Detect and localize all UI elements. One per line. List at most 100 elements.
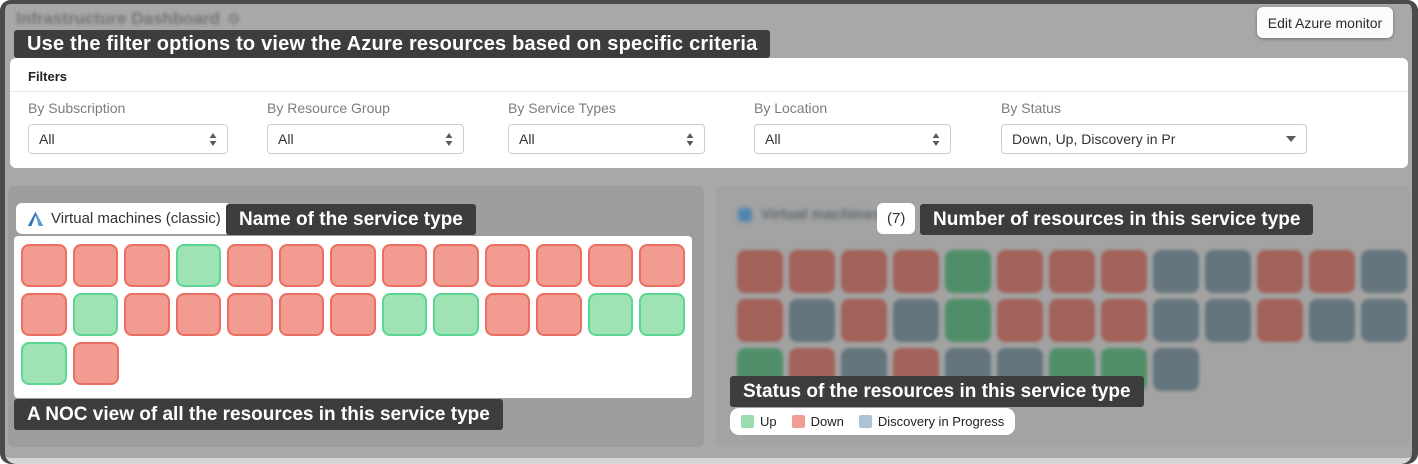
resource-tile-down[interactable]	[124, 244, 170, 287]
resource-tile-down[interactable]	[997, 250, 1043, 293]
resource-tile-up[interactable]	[639, 293, 685, 336]
edit-azure-monitor-button[interactable]: Edit Azure monitor	[1257, 7, 1393, 38]
filter-selected-value: All	[519, 131, 535, 147]
resource-tile-down[interactable]	[278, 293, 325, 336]
legend-label: Discovery in Progress	[877, 414, 1005, 429]
resource-tile-down[interactable]	[227, 244, 273, 287]
resource-tile-down[interactable]	[72, 244, 119, 287]
dimmed-service-name: Virtual machines	[761, 206, 881, 223]
filter-select-by-subscription[interactable]: All	[28, 124, 228, 154]
tile-row	[21, 244, 685, 287]
divider	[10, 91, 1408, 92]
resource-tile-disc[interactable]	[1361, 250, 1407, 293]
resource-tile-down[interactable]	[21, 293, 67, 336]
page-title: Infrastructure Dashboard ⚙	[16, 9, 241, 29]
resource-tile-up[interactable]	[175, 244, 222, 287]
resource-tile-down[interactable]	[893, 250, 939, 293]
filter-label: By Status	[1001, 100, 1061, 116]
filters-title: Filters	[28, 69, 68, 84]
resource-tile-down[interactable]	[1257, 250, 1303, 293]
resource-tile-down[interactable]	[1309, 250, 1355, 293]
resource-tile-disc[interactable]	[1153, 348, 1199, 391]
resource-tile-up[interactable]	[433, 293, 479, 336]
filter-select-by-service-types[interactable]: All	[508, 124, 705, 154]
resource-tile-up[interactable]	[945, 250, 991, 293]
resource-tile-down[interactable]	[737, 299, 783, 342]
resource-tile-disc[interactable]	[1153, 299, 1199, 342]
resource-tile-up[interactable]	[381, 293, 428, 336]
resource-count-pill: (7)	[877, 203, 916, 234]
filter-label: By Resource Group	[267, 100, 390, 116]
caret-down-icon	[1286, 136, 1296, 142]
resource-count: (7)	[887, 210, 906, 227]
resource-tile-down[interactable]	[997, 299, 1043, 342]
resource-tile-down[interactable]	[789, 250, 835, 293]
legend-swatch-up	[741, 415, 754, 428]
resource-tile-down[interactable]	[536, 293, 582, 336]
filter-label: By Location	[754, 100, 828, 116]
resource-tile-down[interactable]	[1257, 299, 1303, 342]
resource-tile-down[interactable]	[381, 244, 428, 287]
resource-tile-down[interactable]	[124, 293, 170, 336]
resource-tile-down[interactable]	[227, 293, 273, 336]
annotation-status: Status of the resources in this service …	[730, 376, 1144, 407]
stepper-icon	[932, 132, 940, 146]
resource-tile-down[interactable]	[1049, 250, 1095, 293]
resource-tile-disc[interactable]	[1205, 299, 1251, 342]
dimmed-service-header: Virtual machines	[738, 206, 881, 223]
noc-grid	[14, 236, 692, 398]
resource-tile-down[interactable]	[330, 244, 376, 287]
filter-select-by-location[interactable]: All	[754, 124, 951, 154]
page-title-text: Infrastructure Dashboard	[16, 9, 221, 28]
filter-selected-value: Down, Up, Discovery in Pr	[1012, 131, 1176, 147]
resource-tile-disc[interactable]	[1153, 250, 1199, 293]
resource-tile-up[interactable]	[587, 293, 634, 336]
resource-tile-up[interactable]	[72, 293, 119, 336]
stepper-icon	[209, 132, 217, 146]
filter-select-by-status[interactable]: Down, Up, Discovery in Pr	[1001, 124, 1307, 154]
resource-tile-disc[interactable]	[1309, 299, 1355, 342]
annotation-noc-view: A NOC view of all the resources in this …	[14, 399, 503, 430]
filters-panel: Filters By Subscription All By Resource Gr…	[10, 58, 1408, 168]
status-legend: Up Down Discovery in Progress	[730, 408, 1016, 435]
gear-icon: ⚙	[227, 11, 241, 28]
filter-selected-value: All	[765, 131, 781, 147]
resource-tile-down[interactable]	[21, 244, 67, 287]
resource-tile-up[interactable]	[945, 299, 991, 342]
legend-swatch-disc	[858, 415, 872, 428]
azure-icon	[27, 211, 44, 226]
resource-tile-down[interactable]	[841, 250, 887, 293]
resource-tile-up[interactable]	[21, 342, 67, 385]
service-type-pill[interactable]: Virtual machines (classic)	[16, 203, 232, 234]
resource-tile-disc[interactable]	[893, 299, 939, 342]
resource-tile-down[interactable]	[841, 299, 887, 342]
legend-label: Down	[810, 414, 844, 429]
resource-tile-disc[interactable]	[789, 299, 835, 342]
resource-tile-down[interactable]	[1101, 299, 1147, 342]
filter-selected-value: All	[278, 131, 294, 147]
resource-tile-down[interactable]	[1101, 250, 1147, 293]
stepper-icon	[686, 132, 694, 146]
resource-tile-disc[interactable]	[1361, 299, 1407, 342]
resource-tile-down[interactable]	[73, 342, 119, 385]
resource-tile-down[interactable]	[330, 293, 376, 336]
filter-select-by-resource-group[interactable]: All	[267, 124, 464, 154]
annotation-service-name: Name of the service type	[226, 204, 476, 235]
stepper-icon	[445, 132, 453, 146]
resource-tile-down[interactable]	[587, 244, 634, 287]
dimmed-noc-grid	[737, 250, 1407, 397]
resource-tile-down[interactable]	[278, 244, 325, 287]
legend-swatch-down	[791, 415, 805, 428]
resource-tile-down[interactable]	[737, 250, 783, 293]
resource-tile-down[interactable]	[536, 244, 582, 287]
resource-tile-down[interactable]	[484, 293, 531, 336]
resource-tile-down[interactable]	[175, 293, 222, 336]
filter-label: By Service Types	[508, 100, 616, 116]
resource-tile-disc[interactable]	[1205, 250, 1251, 293]
annotation-filter-banner: Use the filter options to view the Azure…	[14, 30, 771, 58]
resource-tile-down[interactable]	[639, 244, 685, 287]
resource-tile-down[interactable]	[484, 244, 531, 287]
resource-tile-down[interactable]	[1049, 299, 1095, 342]
resource-tile-down[interactable]	[433, 244, 479, 287]
